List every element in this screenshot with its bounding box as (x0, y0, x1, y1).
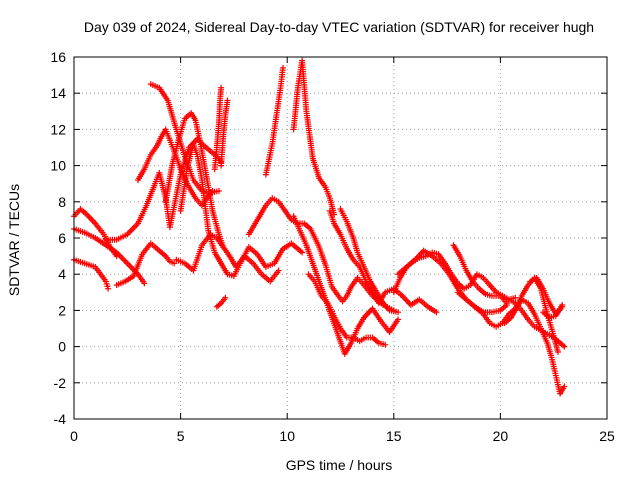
axis-ticks: -4 -2 0 2 4 6 8 10 12 14 16 0 5 10 15 20 25 (50, 49, 615, 444)
data-point (105, 285, 112, 292)
x-tick-label: 5 (177, 428, 185, 444)
data-point (171, 260, 178, 267)
series-track-9 (218, 97, 231, 169)
y-tick-label: 12 (50, 121, 66, 137)
y-tick-label: 4 (58, 266, 66, 282)
series-track-3 (71, 256, 112, 292)
series-track-28 (540, 301, 566, 321)
series-track-26 (501, 296, 568, 397)
data-point (275, 267, 282, 274)
series-track-16 (245, 195, 397, 314)
data-point (561, 343, 568, 350)
x-tick-label: 0 (70, 428, 78, 444)
data-point (559, 301, 566, 308)
series-track-1 (71, 225, 148, 287)
y-tick-label: 6 (58, 230, 66, 246)
data-point (382, 341, 389, 348)
data-point (395, 316, 402, 323)
y-tick-label: 0 (58, 339, 66, 355)
x-tick-label: 15 (386, 428, 402, 444)
data-point (512, 294, 519, 301)
series-track-15 (290, 57, 338, 218)
y-tick-label: -4 (54, 411, 67, 427)
data-point (279, 64, 286, 71)
data-point (395, 309, 402, 316)
series-track-8 (211, 84, 225, 173)
plot-frame (73, 56, 608, 420)
series-track-17 (290, 213, 402, 357)
data-point (554, 349, 561, 356)
x-tick-label: 20 (493, 428, 509, 444)
series-track-13 (213, 294, 229, 310)
series-track-18 (305, 271, 389, 348)
series-track-20 (337, 206, 402, 316)
y-axis-label: SDTVAR / TECUs (6, 184, 22, 296)
data-point (433, 309, 440, 316)
series-track-5 (113, 240, 178, 289)
data-point (218, 84, 225, 91)
series-track-14 (262, 64, 286, 178)
y-tick-label: 8 (58, 194, 66, 210)
y-tick-label: 14 (50, 85, 66, 101)
y-tick-label: 10 (50, 158, 66, 174)
y-tick-label: -2 (54, 375, 67, 391)
y-tick-label: 2 (58, 302, 66, 318)
data-point (222, 294, 229, 301)
series-track-25 (486, 282, 568, 350)
y-tick-label: 16 (50, 49, 66, 65)
chart-title: Day 039 of 2024, Sidereal Day-to-day VTE… (84, 19, 594, 35)
data-point (561, 383, 568, 390)
data-points (71, 57, 568, 397)
data-point (113, 253, 120, 260)
x-tick-label: 25 (599, 428, 615, 444)
series-track-2 (71, 206, 120, 260)
data-point (224, 97, 231, 104)
x-tick-label: 10 (279, 428, 295, 444)
data-point (141, 280, 148, 287)
data-point (215, 187, 222, 194)
data-point (299, 249, 306, 256)
x-axis-label: GPS time / hours (286, 457, 393, 473)
series-track-12 (173, 231, 282, 285)
